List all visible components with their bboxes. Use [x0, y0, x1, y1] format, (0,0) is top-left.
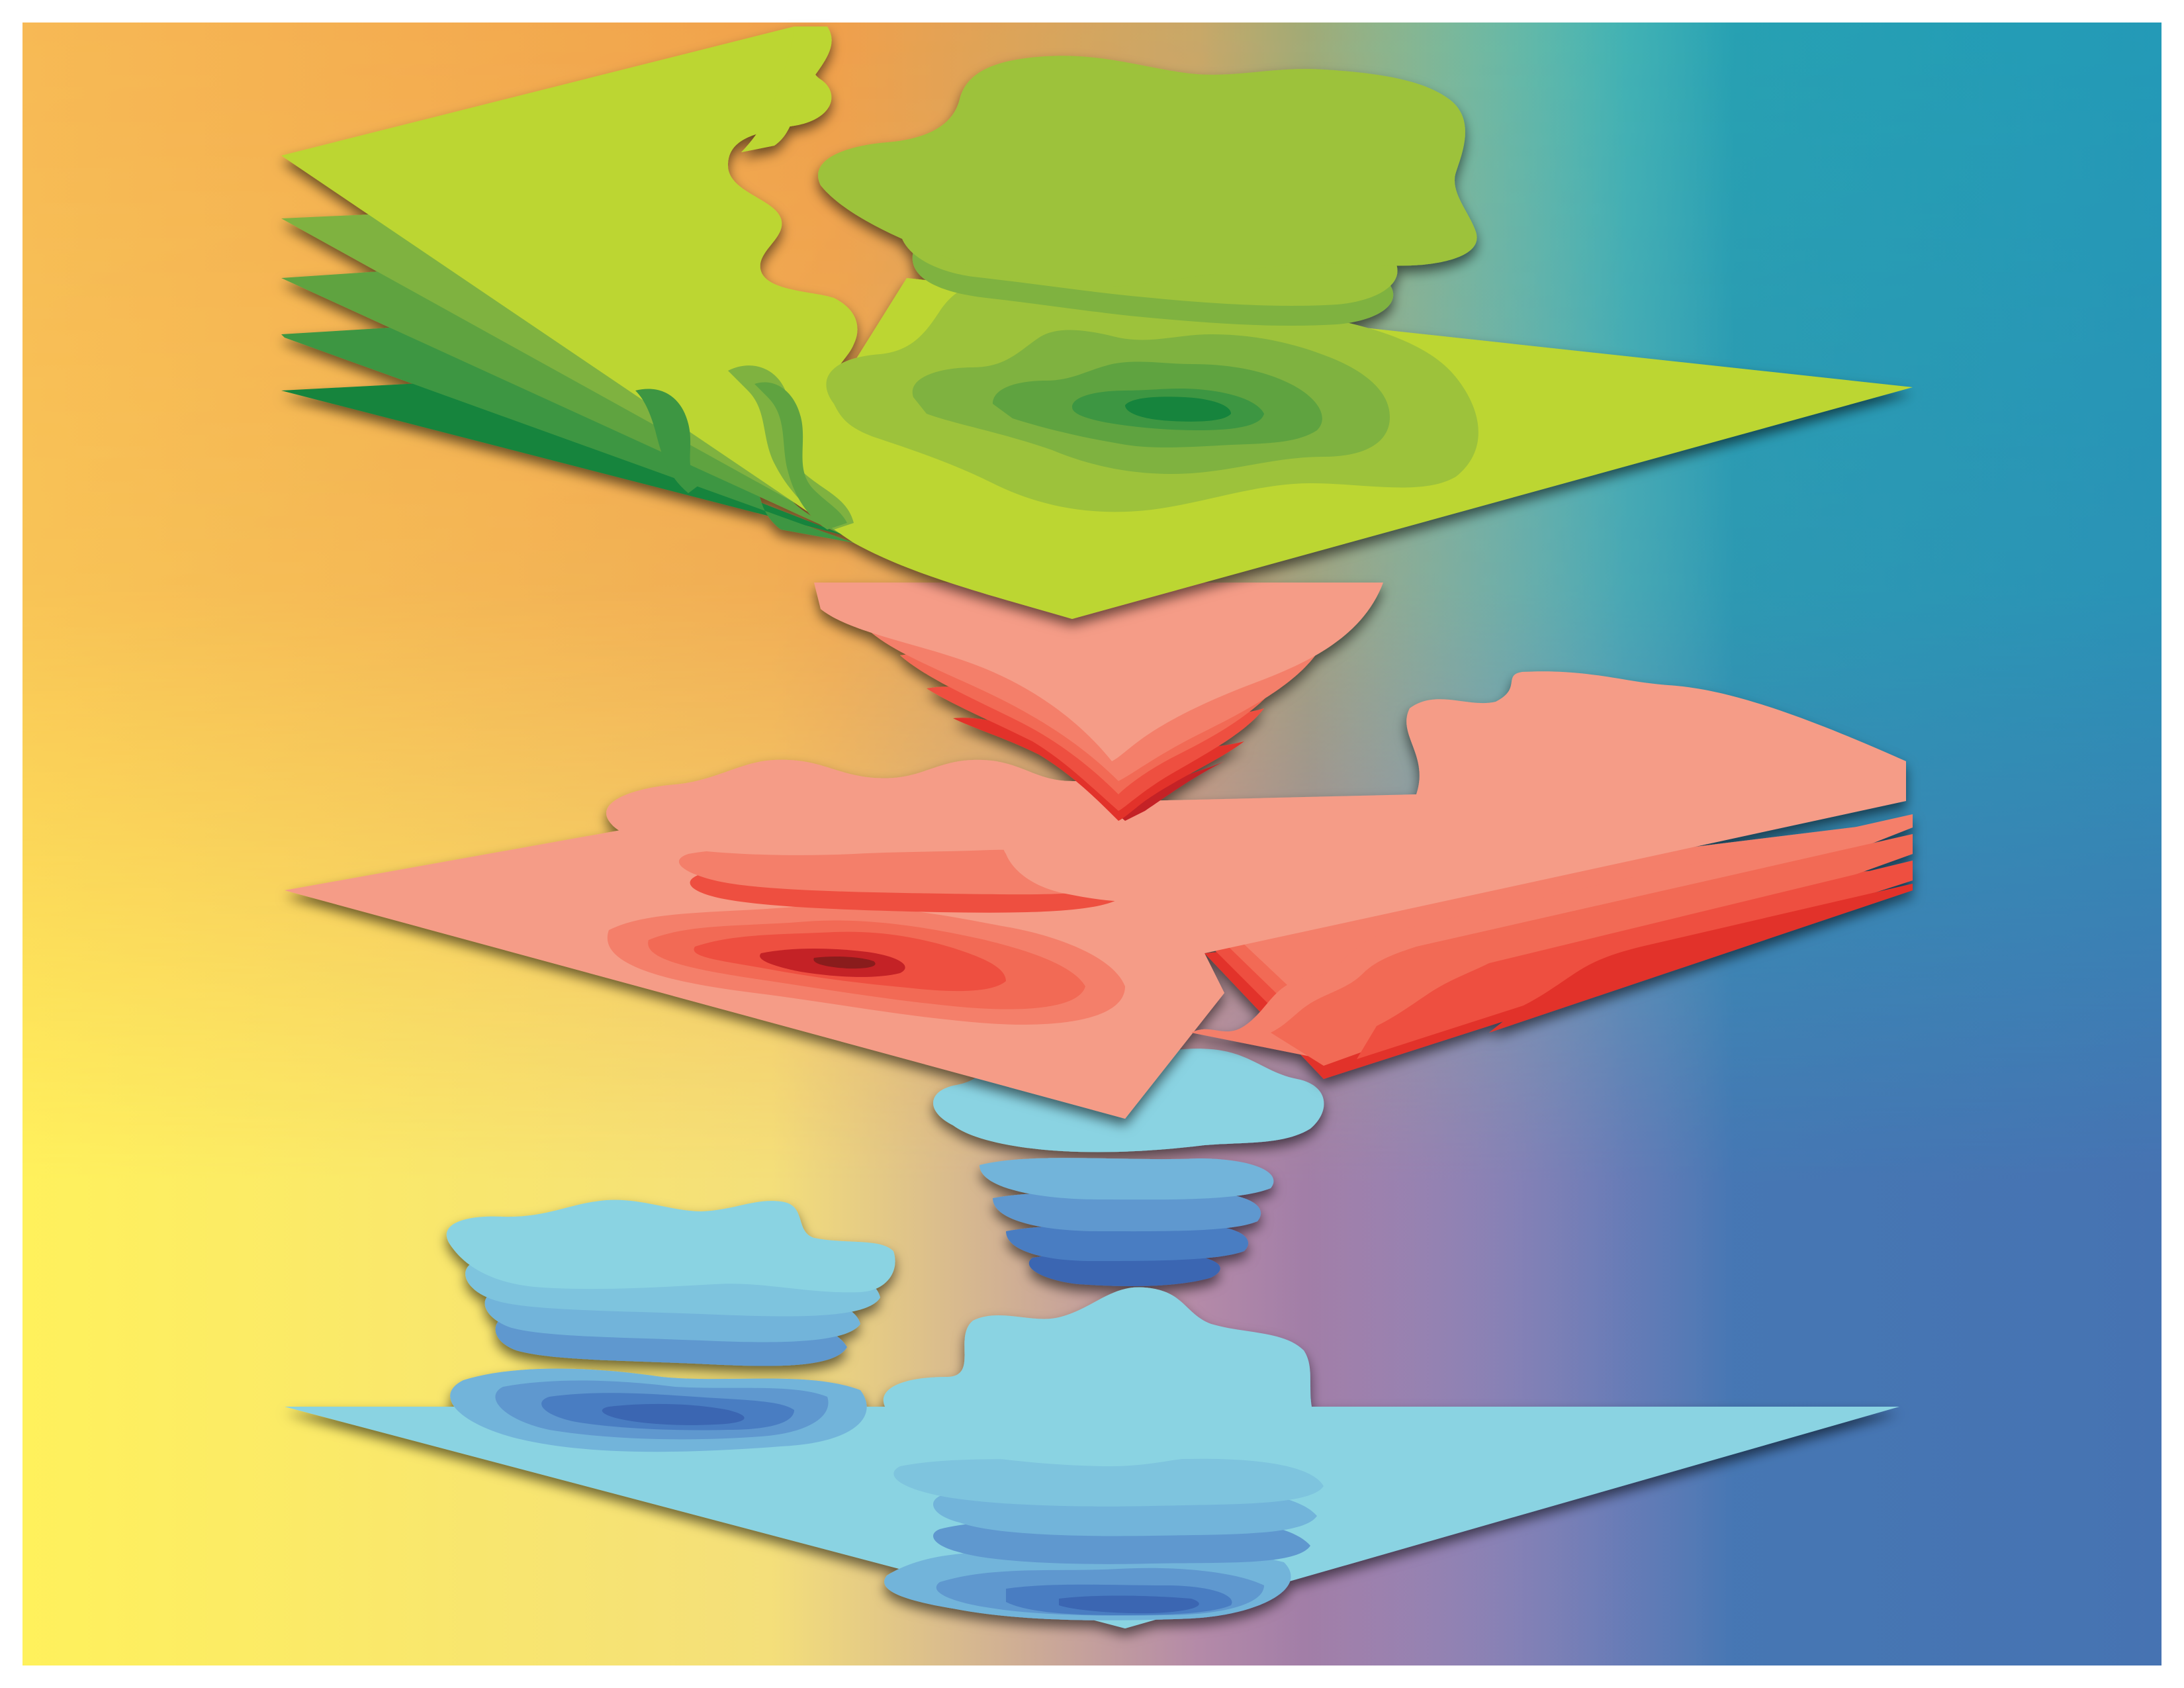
- red-blob-stack-1: [606, 759, 1121, 855]
- green-cliff-wave-1: [728, 365, 854, 530]
- green-layer: [281, 26, 1913, 619]
- red-funnel-4: [927, 686, 1264, 811]
- red-layer: [285, 583, 1913, 1119]
- blue-pit-left-4: [602, 1403, 745, 1425]
- red-pit-5: [813, 956, 876, 969]
- green-top-blob-stack-1: [818, 56, 1477, 287]
- green-left-wave-1: [741, 26, 832, 152]
- blue-right-stack-2: [893, 1458, 1324, 1507]
- green-edge-sheet-5: [281, 371, 847, 536]
- green-cliff-wave-2: [754, 382, 847, 530]
- blue-right-pit-4: [1059, 1595, 1199, 1614]
- red-blob-center: [1002, 817, 1178, 902]
- green-cliff-wave-3: [635, 389, 702, 493]
- blue-left-stack-1: [446, 1199, 895, 1293]
- red-funnel-1: [814, 583, 1383, 761]
- blue-top-stack-3: [993, 1192, 1261, 1232]
- blue-top-stack-4: [1006, 1225, 1249, 1261]
- green-edge-sheet-4: [281, 311, 854, 543]
- green-pit-5: [1125, 397, 1231, 422]
- blue-top-stack-5: [1028, 1253, 1220, 1286]
- blue-top-stack-2: [979, 1158, 1274, 1200]
- blue-right-stack-1: [883, 1287, 1318, 1466]
- red-cliff-wave-4: [1489, 884, 1913, 1033]
- green-edge-sheet-3: [281, 252, 860, 543]
- red-funnel-5: [953, 718, 1244, 821]
